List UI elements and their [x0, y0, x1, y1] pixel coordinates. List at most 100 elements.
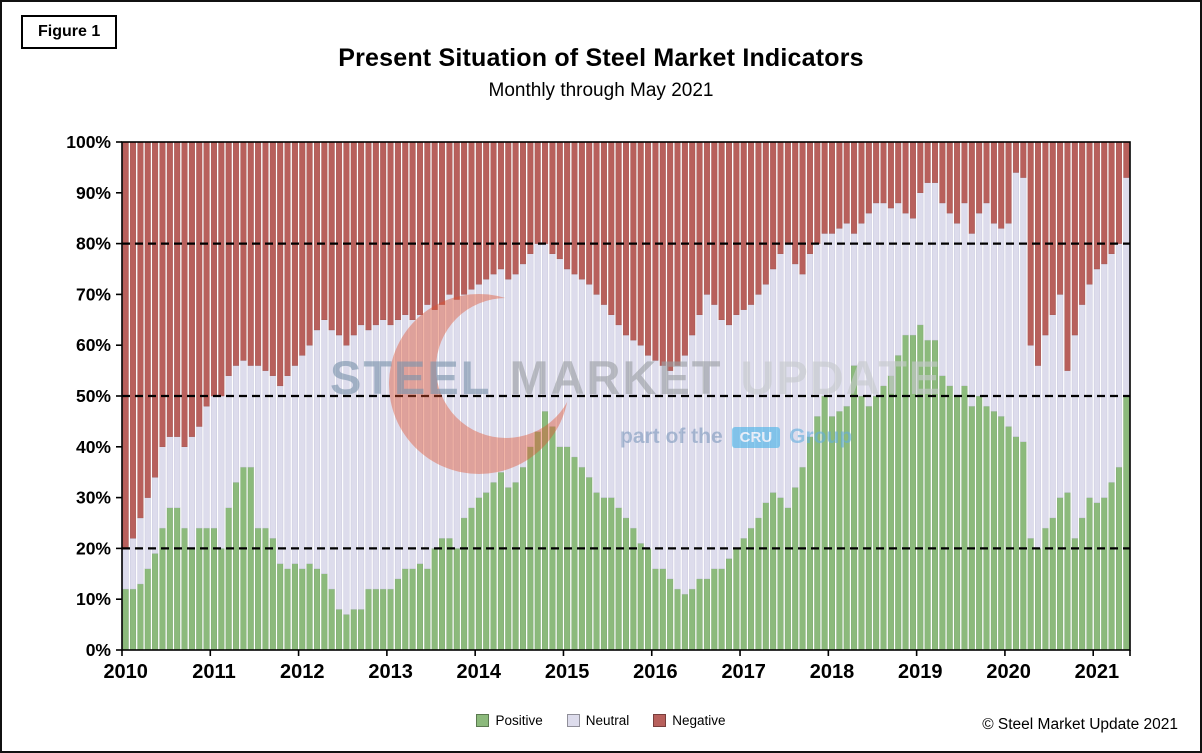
bar-positive — [784, 507, 791, 651]
bar-negative — [299, 141, 306, 356]
bar-negative — [895, 141, 902, 204]
bar-neutral — [461, 294, 468, 519]
bar-neutral — [836, 228, 843, 412]
bar-positive — [328, 588, 335, 651]
bar-neutral — [681, 355, 688, 595]
bar-positive — [1079, 517, 1086, 651]
bar-neutral — [1108, 253, 1115, 483]
bar-neutral — [593, 294, 600, 493]
bar-negative — [902, 141, 909, 214]
bar-positive — [674, 588, 681, 651]
bar-positive — [505, 487, 512, 651]
bar-positive — [829, 416, 836, 651]
bar-positive — [1093, 502, 1100, 651]
bar-negative — [998, 141, 1005, 229]
bar-positive — [1108, 482, 1115, 651]
bar-neutral — [483, 278, 490, 493]
bar-negative — [880, 141, 887, 204]
bar-negative — [615, 141, 622, 326]
bar-neutral — [203, 405, 210, 529]
bar-neutral — [990, 223, 997, 412]
bar-neutral — [284, 375, 291, 569]
bar-neutral — [740, 309, 747, 539]
bar-negative — [1005, 141, 1012, 224]
bar-negative — [645, 141, 652, 356]
bar-neutral — [909, 217, 916, 336]
y-tick-label: 70% — [76, 284, 111, 304]
bar-positive — [623, 517, 629, 651]
bar-negative — [593, 141, 600, 295]
bar-positive — [895, 355, 902, 651]
bar-negative — [409, 141, 416, 321]
bar-positive — [350, 609, 357, 651]
bar-negative — [1035, 141, 1042, 366]
bar-neutral — [784, 243, 791, 508]
bar-positive — [122, 588, 129, 651]
bar-negative — [630, 141, 637, 341]
bar-positive — [380, 588, 387, 651]
bar-negative — [372, 141, 379, 326]
bar-negative — [608, 141, 615, 315]
bar-positive — [1042, 527, 1049, 651]
legend-swatch-positive-icon — [476, 714, 490, 727]
bar-positive — [210, 527, 217, 651]
bar-neutral — [497, 268, 504, 473]
bar-positive — [1071, 538, 1078, 651]
bar-positive — [203, 527, 210, 651]
bar-neutral — [858, 223, 865, 397]
bar-neutral — [490, 273, 497, 483]
bar-negative — [520, 141, 526, 265]
bar-positive — [306, 563, 313, 651]
bar-neutral — [328, 329, 335, 590]
bar-neutral — [1086, 284, 1093, 498]
bar-negative — [549, 141, 556, 254]
bar-negative — [512, 141, 519, 275]
bar-positive — [549, 426, 556, 651]
legend-label-negative: Negative — [672, 713, 726, 728]
bar-negative — [122, 141, 129, 549]
bar-positive — [262, 527, 269, 651]
bar-positive — [1020, 441, 1027, 651]
bar-negative — [836, 141, 843, 229]
bar-neutral — [814, 243, 821, 417]
bar-neutral — [152, 477, 159, 554]
bar-negative — [137, 141, 144, 519]
bar-positive — [255, 527, 262, 651]
bar-negative — [659, 141, 666, 366]
bar-negative — [439, 141, 446, 305]
bar-negative — [1042, 141, 1049, 336]
bar-positive — [578, 466, 585, 651]
bar-positive — [652, 568, 659, 651]
bar-negative — [990, 141, 997, 224]
y-tick-label: 60% — [76, 335, 111, 355]
bar-negative — [954, 141, 961, 224]
bar-positive — [416, 563, 423, 651]
bar-negative — [821, 141, 828, 234]
bar-positive — [1123, 395, 1130, 651]
y-tick-label: 90% — [76, 183, 111, 203]
bar-positive — [233, 482, 240, 651]
bar-neutral — [674, 365, 681, 590]
x-tick-label: 2017 — [721, 661, 766, 683]
bar-negative — [1093, 141, 1100, 270]
bar-positive — [1057, 497, 1064, 651]
bar-negative — [505, 141, 512, 280]
bar-negative — [166, 141, 173, 437]
y-tick-label: 20% — [76, 538, 111, 558]
bar-neutral — [527, 253, 534, 447]
bar-neutral — [439, 304, 446, 539]
bar-positive — [1035, 548, 1042, 651]
bar-neutral — [1071, 334, 1078, 539]
bar-neutral — [615, 324, 622, 508]
bar-neutral — [799, 273, 806, 468]
bar-neutral — [1123, 177, 1130, 397]
bar-negative — [681, 141, 688, 356]
bar-positive — [608, 497, 615, 651]
bar-neutral — [247, 365, 254, 468]
bar-positive — [1086, 497, 1093, 651]
stacked-bar-chart: 0% 10% 20% 30% 40% 50% 60% 70% 80% 90% 100% 2010 201… — [66, 132, 1131, 683]
bar-neutral — [1042, 334, 1049, 529]
bar-negative — [961, 141, 968, 204]
bar-positive — [402, 568, 409, 651]
